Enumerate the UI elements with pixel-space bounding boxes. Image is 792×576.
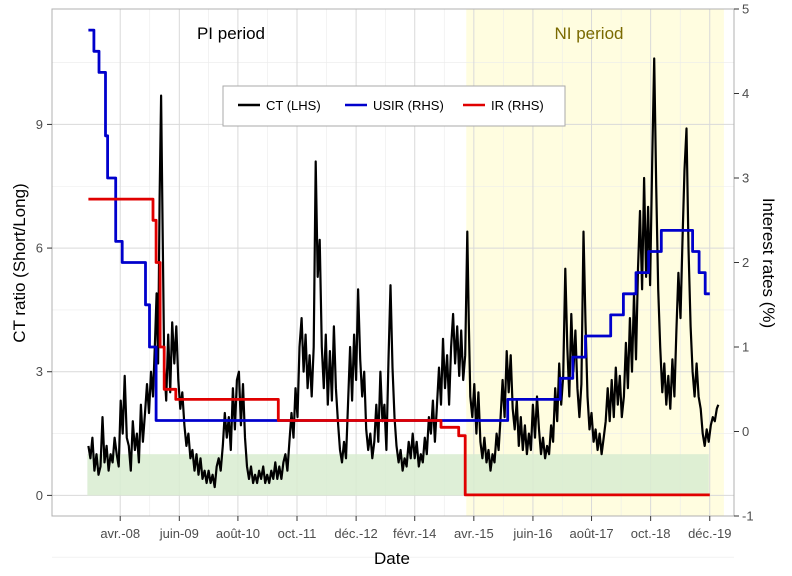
x-tick-label: oct.-18 xyxy=(631,526,671,541)
y-left-tick-label: 3 xyxy=(36,364,43,379)
y-right-tick-label: 3 xyxy=(742,171,749,186)
period-label-ni: NI period xyxy=(555,24,624,43)
y-left-tick-label: 6 xyxy=(36,241,43,256)
y-right-tick-label: 5 xyxy=(742,2,749,17)
y-right-tick-label: 4 xyxy=(742,86,749,101)
y-right-tick-label: 1 xyxy=(742,340,749,355)
x-tick-label: avr.-15 xyxy=(454,526,494,541)
ni-period-shading xyxy=(466,9,724,516)
x-tick-label: oct.-11 xyxy=(278,526,317,541)
x-tick-label: févr.-14 xyxy=(393,526,436,541)
period-label-pi: PI period xyxy=(197,24,265,43)
legend-label-usir: USIR (RHS) xyxy=(373,98,444,113)
x-tick-label: juin-09 xyxy=(159,526,199,541)
y-left-tick-label: 0 xyxy=(36,488,43,503)
legend-label-ct: CT (LHS) xyxy=(266,98,321,113)
x-axis-title: Date xyxy=(374,549,410,568)
y-left-tick-label: 9 xyxy=(36,117,43,132)
legend-label-ir: IR (RHS) xyxy=(491,98,544,113)
x-tick-label: juin-16 xyxy=(512,526,552,541)
y-axis-left-title: CT ratio (Short/Long) xyxy=(10,183,29,342)
x-tick-label: août-10 xyxy=(216,526,260,541)
y-right-tick-label: -1 xyxy=(742,509,754,524)
y-axis-right-title: Interest rates (%) xyxy=(759,198,778,328)
x-tick-label: déc.-19 xyxy=(688,526,731,541)
x-tick-label: avr.-08 xyxy=(100,526,140,541)
x-tick-label: août-17 xyxy=(569,526,613,541)
legend: CT (LHS) USIR (RHS) IR (RHS) xyxy=(223,86,565,126)
x-tick-label: déc.-12 xyxy=(334,526,377,541)
y-right-tick-label: 2 xyxy=(742,255,749,270)
y-right-tick-label: 0 xyxy=(742,424,749,439)
